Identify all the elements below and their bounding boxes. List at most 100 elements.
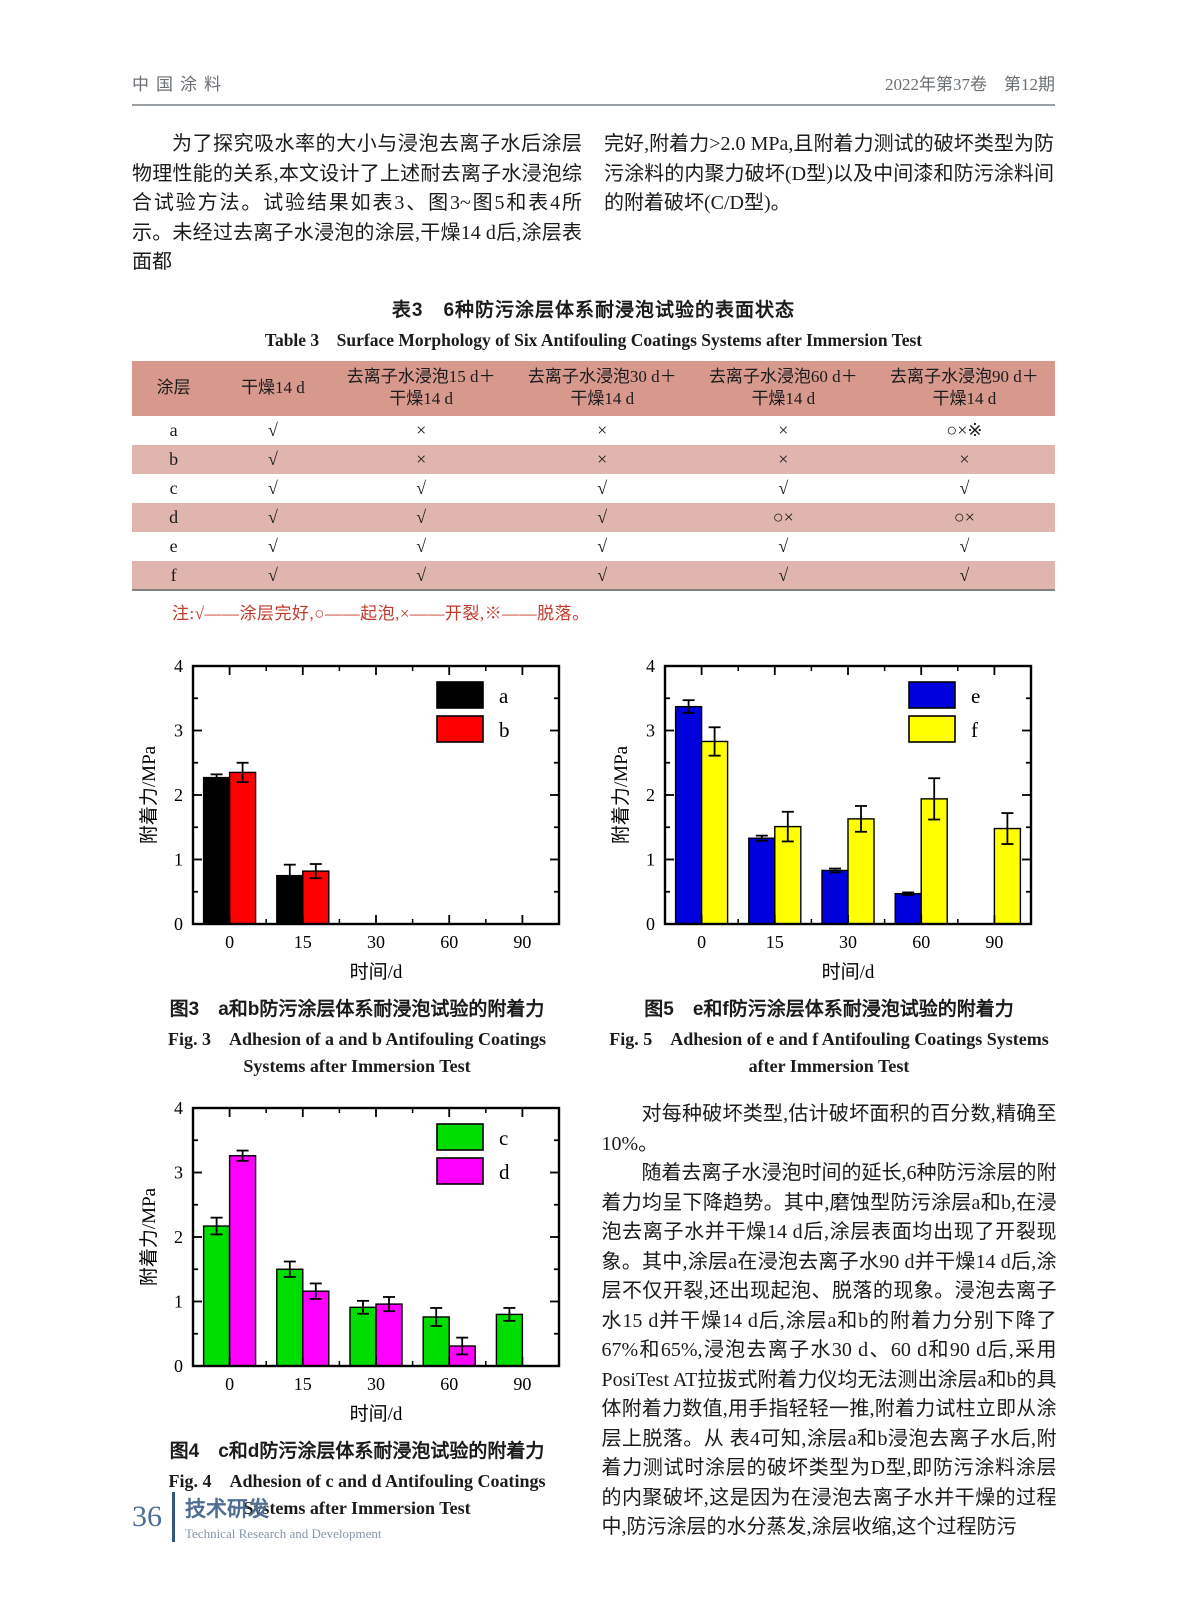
fig5-chart: 0 1 2 3 4 0 15 30 60 90 时间/d 附着力/MPa e f bbox=[610, 652, 1047, 986]
svg-text:附着力/MPa: 附着力/MPa bbox=[139, 746, 160, 845]
table-cell: × bbox=[330, 445, 512, 475]
svg-text:15: 15 bbox=[766, 932, 784, 952]
table-cell: √ bbox=[330, 561, 512, 591]
table-cell: b bbox=[132, 445, 216, 475]
footer-section: 技术研发 Technical Research and Development bbox=[185, 1493, 382, 1542]
svg-text:f: f bbox=[971, 718, 978, 742]
table-cell: √ bbox=[215, 561, 331, 591]
svg-text:30: 30 bbox=[367, 1374, 385, 1394]
svg-text:时间/d: 时间/d bbox=[350, 961, 403, 983]
fig3-caption-en: Fig. 3 Adhesion of a and b Antifouling C… bbox=[167, 1029, 547, 1077]
table-row: b √ × × × × bbox=[132, 445, 1055, 475]
table-cell: √ bbox=[959, 536, 970, 557]
svg-text:90: 90 bbox=[513, 1374, 531, 1394]
left-figure-column: 0 1 2 3 4 0 15 30 60 90 时间/d 附着力/MPa a b 图3 a和b防污涂层体系… bbox=[132, 652, 582, 1543]
table-cell: √ bbox=[511, 503, 693, 533]
table-row: a √ × × × ○×※ bbox=[132, 416, 1055, 445]
journal-name: 中国涂料 bbox=[132, 75, 228, 94]
table-cell: √ bbox=[215, 445, 331, 475]
fig5-caption-en: Fig. 5 Adhesion of e and f Antifouling C… bbox=[609, 1029, 1049, 1077]
table-cell: ○× bbox=[692, 503, 874, 533]
svg-text:0: 0 bbox=[225, 932, 234, 952]
svg-text:d: d bbox=[499, 1160, 510, 1184]
footer-divider-bar bbox=[172, 1492, 175, 1542]
table-cell: × bbox=[597, 420, 608, 441]
table-cell: × bbox=[692, 445, 874, 475]
svg-text:0: 0 bbox=[646, 914, 655, 934]
svg-text:3: 3 bbox=[174, 1163, 183, 1183]
fig3-chart: 0 1 2 3 4 0 15 30 60 90 时间/d 附着力/MPa a b bbox=[138, 652, 575, 986]
table-row: e √ √ √ √ √ bbox=[132, 532, 1055, 561]
svg-text:60: 60 bbox=[440, 1374, 458, 1394]
fig3-caption-zh: 图3 a和b防污涂层体系耐浸泡试验的附着力 bbox=[169, 999, 545, 1021]
table-cell: √ bbox=[416, 478, 427, 499]
svg-text:60: 60 bbox=[440, 932, 458, 952]
table-header-cell: 去离子水浸泡90 d＋ 干燥14 d bbox=[873, 360, 1055, 417]
svg-text:15: 15 bbox=[294, 1374, 312, 1394]
page-number: 36 bbox=[132, 1500, 162, 1533]
table3-section: 表3 6种防污涂层体系耐浸泡试验的表面状态 Table 3 Surface Mo… bbox=[132, 295, 1055, 625]
fig4-chart: 0 1 2 3 4 0 15 30 60 90 时间/d 附着力/MPa c d bbox=[138, 1094, 575, 1428]
table-cell: d bbox=[132, 503, 216, 533]
table-cell: ○×※ bbox=[946, 420, 983, 441]
table-cell: √ bbox=[597, 536, 608, 557]
table-cell: × bbox=[416, 420, 427, 441]
svg-text:a: a bbox=[499, 684, 509, 708]
svg-text:附着力/MPa: 附着力/MPa bbox=[611, 746, 632, 845]
svg-text:90: 90 bbox=[985, 932, 1003, 952]
body-paragraph-2: 随着去离子水浸泡时间的延长,6种防污涂层的附着力均呈下降趋势。其中,磨蚀型防污涂… bbox=[601, 1162, 1057, 1539]
svg-text:c: c bbox=[499, 1126, 508, 1150]
figure-4: 0 1 2 3 4 0 15 30 60 90 时间/d 附着力/MPa c d 图4 c和d防污涂层体系… bbox=[137, 1094, 577, 1522]
table-cell: √ bbox=[959, 478, 970, 499]
table-cell: √ bbox=[215, 503, 331, 533]
svg-text:e: e bbox=[971, 684, 980, 708]
svg-text:附着力/MPa: 附着力/MPa bbox=[139, 1188, 160, 1287]
table-header-cell: 涂层 bbox=[132, 360, 216, 417]
table3-table: 涂层 干燥14 d 去离子水浸泡15 d＋ 干燥14 d 去离子水浸泡30 d＋ 干燥14… bbox=[132, 360, 1055, 592]
intro-left-column: 为了探究吸水率的大小与浸泡去离子水后涂层物理性能的关系,本文设计了上述耐去离子水… bbox=[132, 133, 582, 273]
table-cell: f bbox=[132, 561, 216, 591]
table-cell: √ bbox=[330, 503, 512, 533]
page-footer: 36 技术研发 Technical Research and Developme… bbox=[132, 1492, 382, 1542]
table-header-cell: 去离子水浸泡60 d＋ 干燥14 d bbox=[692, 360, 874, 417]
right-figure-column: 0 1 2 3 4 0 15 30 60 90 时间/d 附着力/MPa e f 图5 e和f防污涂层体系… bbox=[602, 652, 1057, 1543]
fig3-caption: 图3 a和b防污涂层体系耐浸泡试验的附着力 Fig. 3 Adhesion of… bbox=[137, 994, 577, 1080]
footer-section-en: Technical Research and Development bbox=[185, 1525, 382, 1541]
svg-text:b: b bbox=[499, 718, 510, 742]
svg-text:2: 2 bbox=[174, 785, 183, 805]
svg-text:0: 0 bbox=[225, 1374, 234, 1394]
footer-section-zh: 技术研发 bbox=[185, 1497, 269, 1521]
table-cell: √ bbox=[873, 561, 1055, 591]
table-cell: c bbox=[169, 478, 178, 499]
svg-text:15: 15 bbox=[294, 932, 312, 952]
svg-text:3: 3 bbox=[646, 721, 655, 741]
table-cell: √ bbox=[416, 536, 427, 557]
table-cell: √ bbox=[597, 478, 608, 499]
figure-3: 0 1 2 3 4 0 15 30 60 90 时间/d 附着力/MPa a b 图3 a和b防污涂层体系… bbox=[137, 652, 577, 1080]
table-cell: √ bbox=[267, 478, 278, 499]
table3-note: 注:√——涂层完好,○——起泡,×——开裂,※——脱落。 bbox=[172, 604, 590, 624]
svg-text:90: 90 bbox=[513, 932, 531, 952]
table-header-cell: 去离子水浸泡30 d＋ 干燥14 d bbox=[511, 360, 693, 417]
table-row: d √ √ √ ○× ○× bbox=[132, 503, 1055, 533]
table-cell: × bbox=[511, 445, 693, 475]
table-header-cell: 干燥14 d bbox=[215, 360, 331, 417]
table-cell: ○× bbox=[873, 503, 1055, 533]
table3-title-en: Table 3 Surface Morphology of Six Antifo… bbox=[264, 329, 923, 350]
table-row: c √ √ √ √ √ bbox=[132, 474, 1055, 503]
intro-paragraphs: 为了探究吸水率的大小与浸泡去离子水后涂层物理性能的关系,本文设计了上述耐去离子水… bbox=[132, 130, 1055, 278]
fig4-caption: 图4 c和d防污涂层体系耐浸泡试验的附着力 Fig. 4 Adhesion of… bbox=[137, 1436, 577, 1522]
table-cell: √ bbox=[511, 561, 693, 591]
fig4-caption-en: Fig. 4 Adhesion of c and d Antifouling C… bbox=[168, 1471, 546, 1519]
right-body-text: 对每种破坏类型,估计破坏面积的百分数,精确至10%。 随着去离子水浸泡时间的延长… bbox=[602, 1100, 1057, 1543]
table-cell: × bbox=[778, 420, 789, 441]
svg-text:1: 1 bbox=[174, 1292, 183, 1312]
table-row: f √ √ √ √ √ bbox=[132, 561, 1055, 591]
body-paragraph-1: 对每种破坏类型,估计破坏面积的百分数,精确至10%。 bbox=[601, 1103, 1057, 1155]
fig5-caption-zh: 图5 e和f防污涂层体系耐浸泡试验的附着力 bbox=[644, 999, 1014, 1021]
table-cell: a bbox=[169, 420, 178, 441]
svg-text:1: 1 bbox=[174, 850, 183, 870]
figures-area: 0 1 2 3 4 0 15 30 60 90 时间/d 附着力/MPa a b 图3 a和b防污涂层体系… bbox=[132, 652, 1057, 1543]
svg-text:0: 0 bbox=[697, 932, 706, 952]
